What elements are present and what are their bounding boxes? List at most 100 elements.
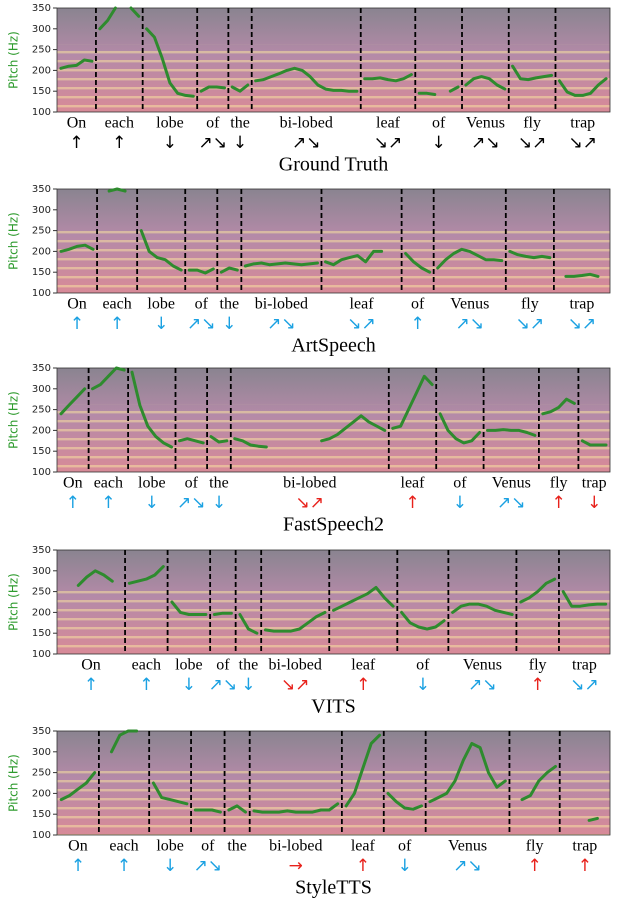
y-tick-label: 100 xyxy=(32,649,51,660)
pitch-arrow: ↘↗ xyxy=(516,314,545,334)
pitch-arrow: ↓ xyxy=(182,675,196,695)
pitch-arrow: ↓ xyxy=(145,493,159,513)
pitch-arrow: ↘↗ xyxy=(281,675,310,695)
pitch-arrow: ↘↗ xyxy=(570,675,599,695)
pitch-arrow: ↗↘ xyxy=(194,856,223,876)
word-label: each xyxy=(94,475,123,492)
word-label: On xyxy=(63,475,83,492)
word-label: fly xyxy=(550,475,568,492)
pitch-arrow: ↓ xyxy=(233,133,247,153)
pitch-arrow: ↘↗ xyxy=(374,133,403,153)
pitch-arrow: ↗↘ xyxy=(177,493,206,513)
pitch-arrow: ↓ xyxy=(587,493,601,513)
pitch-arrow: ↘↗ xyxy=(518,133,547,153)
pitch-arrow: ↗↘ xyxy=(453,856,482,876)
word-label: of xyxy=(201,838,215,855)
pitch-arrow: ↑ xyxy=(405,493,419,513)
y-tick-label: 100 xyxy=(32,830,51,841)
word-label: bi-lobed xyxy=(280,115,333,132)
pitch-arrow: ↓ xyxy=(163,133,177,153)
pitch-arrow: ↗↘ xyxy=(199,133,228,153)
y-tick-label: 150 xyxy=(32,267,51,278)
word-label: the xyxy=(209,475,229,492)
word-label: the xyxy=(239,657,259,674)
word-label: trap xyxy=(582,475,607,492)
word-label: trap xyxy=(572,838,597,855)
word-label: each xyxy=(102,296,131,313)
y-tick-label: 350 xyxy=(32,545,51,556)
y-tick-label: 350 xyxy=(32,3,51,14)
word-label: Venus xyxy=(450,296,489,313)
y-tick-label: 250 xyxy=(32,405,51,416)
y-tick-label: 350 xyxy=(32,363,51,374)
pitch-arrow: ↘↗ xyxy=(568,133,597,153)
word-label: leaf xyxy=(401,475,426,492)
word-label: of xyxy=(195,296,209,313)
pitch-arrow: ↓ xyxy=(398,856,412,876)
y-tick-label: 150 xyxy=(32,446,51,457)
word-label: bi-lobed xyxy=(255,296,308,313)
y-tick-label: 150 xyxy=(32,86,51,97)
y-tick-label: 350 xyxy=(32,184,51,195)
word-label: trap xyxy=(570,115,595,132)
word-label: lobe xyxy=(156,115,184,132)
word-label: of xyxy=(416,657,430,674)
pitch-arrow: ↑ xyxy=(110,314,124,334)
word-label: Venus xyxy=(463,657,502,674)
pitch-arrow: ↑ xyxy=(139,675,153,695)
y-tick-label: 250 xyxy=(32,587,51,598)
word-label: fly xyxy=(523,115,541,132)
pitch-arrow: ↓ xyxy=(416,675,430,695)
word-label: each xyxy=(109,838,138,855)
caption: ArtSpeech xyxy=(291,335,375,357)
y-tick-label: 300 xyxy=(32,24,51,35)
word-label: On xyxy=(81,657,101,674)
spectrogram-harmonics xyxy=(57,586,610,654)
pitch-arrow: ↑ xyxy=(527,856,541,876)
pitch-arrow: ↗↘ xyxy=(468,675,497,695)
word-label: of xyxy=(206,115,220,132)
pitch-arrow: ↑ xyxy=(101,493,115,513)
pitch-arrow: ↘↗ xyxy=(347,314,376,334)
y-tick-label: 250 xyxy=(32,226,51,237)
word-label: On xyxy=(68,838,88,855)
word-label: fly xyxy=(521,296,539,313)
figure: 100150200250300350Pitch (Hz)On↑each↑lobe… xyxy=(0,0,623,905)
pitch-arrow: ↗↘ xyxy=(497,493,526,513)
y-tick-label: 100 xyxy=(32,467,51,478)
word-label: the xyxy=(227,838,247,855)
y-tick-label: 250 xyxy=(32,45,51,56)
word-label: bi-lobed xyxy=(269,838,322,855)
word-label: bi-lobed xyxy=(269,657,322,674)
word-label: of xyxy=(185,475,199,492)
word-label: the xyxy=(220,296,240,313)
word-label: leaf xyxy=(350,296,375,313)
pitch-arrow: ↑ xyxy=(411,314,425,334)
word-label: fly xyxy=(529,657,547,674)
word-label: of xyxy=(216,657,230,674)
word-label: trap xyxy=(570,296,595,313)
word-label: of xyxy=(411,296,425,313)
y-tick-label: 200 xyxy=(32,425,51,436)
y-tick-label: 150 xyxy=(32,628,51,639)
pitch-arrow: ↑ xyxy=(69,133,83,153)
y-tick-label: 100 xyxy=(32,288,51,299)
pitch-contour xyxy=(419,93,435,94)
pitch-arrow: ↓ xyxy=(163,856,177,876)
pitch-arrow: ↗↘ xyxy=(471,133,500,153)
pitch-arrow: ↑ xyxy=(552,493,566,513)
y-tick-label: 250 xyxy=(32,768,51,779)
y-tick-label: 300 xyxy=(32,205,51,216)
pitch-arrow: ↓ xyxy=(212,493,226,513)
y-axis-label: Pitch (Hz) xyxy=(7,31,21,89)
word-label: the xyxy=(230,115,250,132)
spectrogram-harmonics xyxy=(57,225,610,293)
pitch-arrow: ↘↗ xyxy=(568,314,597,334)
y-tick-label: 200 xyxy=(32,788,51,799)
y-tick-label: 300 xyxy=(32,747,51,758)
pitch-arrow: ↘↗ xyxy=(296,493,325,513)
word-label: bi-lobed xyxy=(283,475,336,492)
y-axis-label: Pitch (Hz) xyxy=(7,391,21,449)
word-label: each xyxy=(105,115,134,132)
word-label: lobe xyxy=(175,657,203,674)
